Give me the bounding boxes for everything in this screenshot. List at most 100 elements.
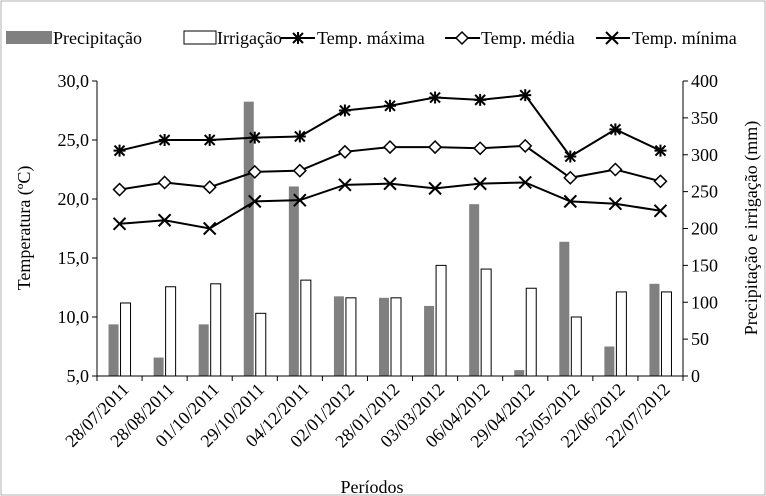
y-tick-label: 20,0	[58, 189, 90, 209]
diamond-marker-icon	[247, 164, 262, 179]
asterisk-marker-icon	[384, 99, 396, 112]
marker-stroke	[158, 134, 171, 146]
asterisk-marker-icon	[609, 123, 622, 136]
diamond-marker-icon	[428, 140, 443, 155]
asterisk-marker-icon	[203, 134, 216, 146]
legend-swatch-irrigation	[183, 30, 217, 45]
cross-marker-icon	[563, 194, 578, 209]
asterisk-marker-icon	[474, 93, 487, 106]
diamond-marker-icon	[518, 138, 533, 153]
bar-precipitation	[333, 296, 344, 376]
y2-tick-label: 400	[691, 71, 718, 91]
diamond-marker-icon	[337, 144, 352, 159]
cross-marker-icon	[202, 221, 217, 236]
cross-marker-icon	[518, 175, 532, 190]
marker-stroke	[249, 131, 261, 144]
legend-marker-cross-icon	[605, 31, 619, 45]
marker-stroke	[339, 104, 351, 117]
bar-precipitation	[288, 186, 299, 376]
y-axis-title: Temperatura (ºC)	[14, 166, 35, 291]
diamond-marker-icon	[653, 174, 668, 189]
cross-marker-icon	[653, 204, 668, 218]
y2-tick-label: 0	[691, 366, 700, 386]
bar-precipitation	[649, 283, 660, 376]
bar-irrigation	[570, 316, 582, 377]
bar-precipitation	[198, 324, 209, 376]
cross-marker-icon	[608, 197, 623, 211]
bar-precipitation	[153, 357, 164, 376]
y2-tick-label: 50	[691, 329, 709, 349]
diamond-marker-icon	[382, 140, 398, 155]
cross-marker-icon	[157, 213, 172, 227]
marker-stroke	[428, 181, 442, 196]
asterisk-marker-icon	[293, 130, 306, 143]
asterisk-marker-icon	[429, 91, 442, 104]
bar-irrigation	[435, 264, 447, 377]
asterisk-marker-icon	[519, 89, 532, 102]
marker-stroke	[518, 175, 532, 190]
y2-tick-label: 350	[691, 108, 718, 128]
cross-marker-icon	[428, 181, 442, 196]
y2-tick-label: 100	[691, 292, 718, 312]
legend-label-temp-mean: Temp. média	[481, 28, 575, 48]
marker-stroke	[203, 134, 216, 146]
diamond-marker-icon	[563, 170, 578, 185]
marker-stroke	[564, 150, 577, 163]
marker-stroke	[653, 204, 668, 218]
asterisk-marker-icon	[564, 150, 577, 163]
y2-tick-label: 150	[691, 255, 718, 275]
marker-stroke	[157, 213, 172, 227]
y-tick-label: 5,0	[67, 366, 90, 386]
bar-irrigation	[615, 291, 627, 377]
marker-stroke	[248, 194, 262, 209]
y-tick-label: 10,0	[58, 307, 90, 327]
bar-irrigation	[210, 283, 222, 377]
cross-marker-icon	[338, 178, 352, 192]
bar-irrigation	[165, 286, 177, 377]
y2-tick-label: 250	[691, 182, 718, 202]
bar-irrigation	[660, 291, 672, 377]
asterisk-marker-icon	[654, 144, 667, 157]
legend-item-irrigation: Irrigação	[183, 28, 282, 48]
marker-stroke	[294, 130, 306, 143]
legend-marker-asterisk-icon	[292, 32, 304, 44]
bar-precipitation	[243, 101, 254, 377]
diamond-marker-icon	[202, 180, 217, 195]
bar-precipitation	[559, 241, 570, 376]
y2-tick-label: 300	[691, 145, 718, 165]
legend-item-precipitation: Precipitação	[6, 28, 142, 48]
x-axis-title: Períodos	[341, 477, 404, 496]
marker-stroke	[519, 89, 531, 101]
diamond-marker-icon	[112, 182, 127, 197]
marker-stroke	[202, 221, 217, 236]
marker-stroke	[608, 197, 623, 211]
y2-axis-title: Precipitação e irrigação (mm)	[741, 121, 762, 335]
bar-precipitation	[379, 297, 389, 376]
y2-tick-label: 200	[691, 219, 718, 239]
cross-marker-icon	[473, 176, 487, 191]
legend-swatch-precipitation	[6, 31, 52, 44]
diamond-marker-icon	[473, 141, 488, 156]
cross-marker-icon	[293, 193, 307, 207]
legend-item-temp-mean: Temp. média	[445, 28, 575, 48]
asterisk-marker-icon	[338, 104, 351, 117]
marker-stroke	[654, 144, 667, 157]
cross-marker-icon	[248, 194, 262, 209]
marker-stroke	[563, 194, 578, 209]
asterisk-marker-icon	[113, 144, 126, 157]
bar-irrigation	[120, 302, 132, 377]
legend-item-temp-min: Temp. mínima	[596, 28, 737, 48]
legend: Precipitação Irrigação Temp. máxima	[6, 28, 737, 48]
marker-stroke	[112, 217, 127, 231]
bar-irrigation	[345, 297, 357, 377]
bar-irrigation	[255, 312, 267, 377]
legend-marker-diamond-icon	[454, 30, 470, 46]
diamond-marker-icon	[157, 175, 172, 190]
bar-precipitation	[514, 370, 525, 376]
marker-stroke	[473, 176, 487, 191]
diamond-marker-icon	[292, 163, 307, 178]
bar-irrigation	[390, 297, 402, 377]
